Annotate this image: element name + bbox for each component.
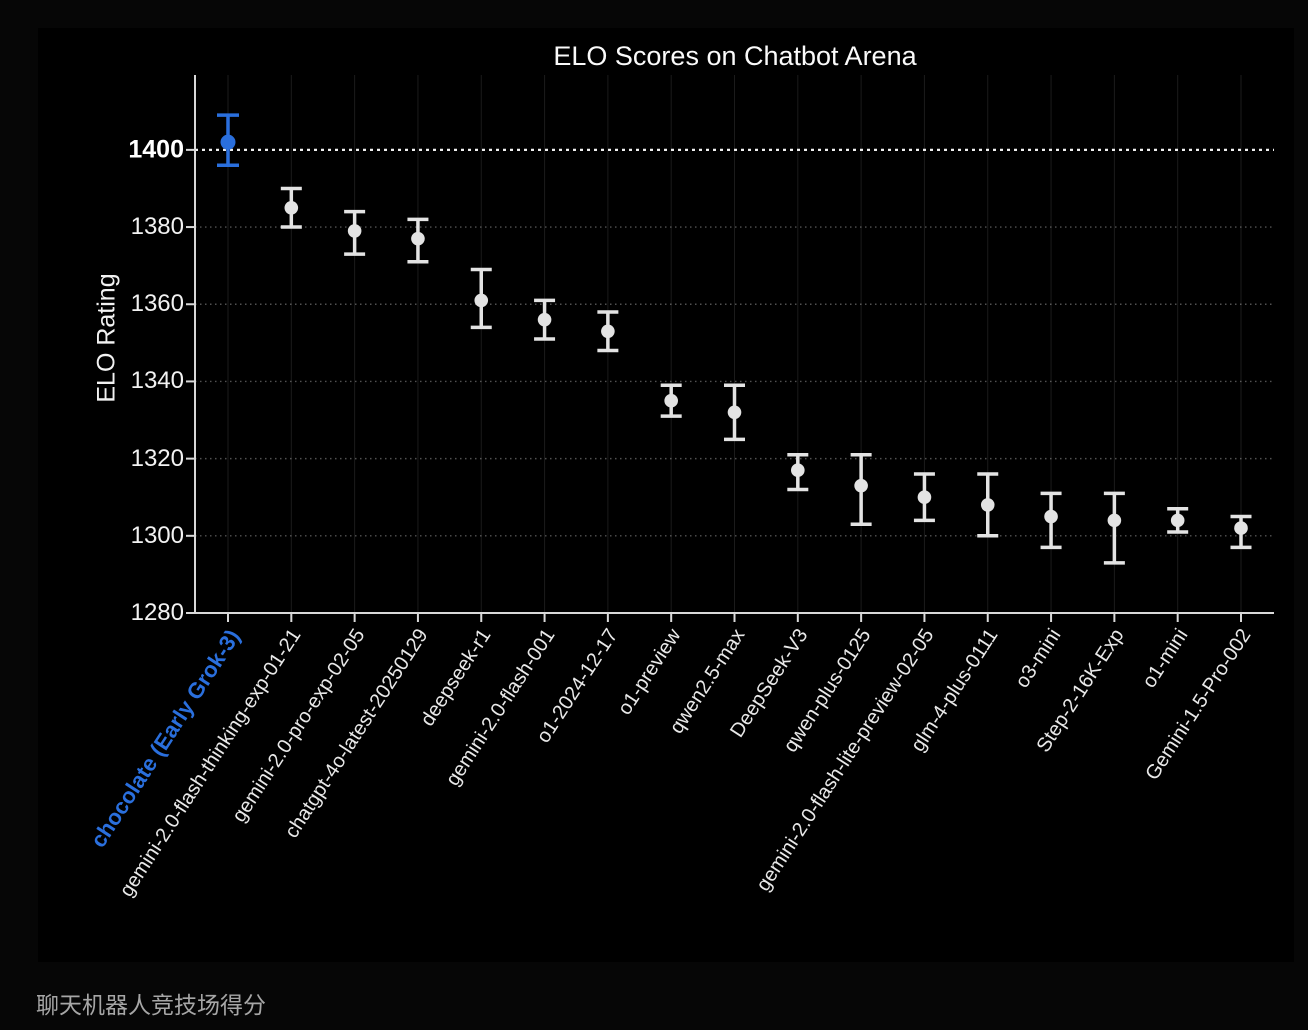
data-point-marker	[411, 231, 425, 246]
data-point-marker	[1234, 521, 1248, 535]
y-tick-label: 1300	[130, 521, 184, 549]
data-point-marker	[727, 405, 742, 420]
data-point-marker	[1044, 509, 1058, 524]
data-point-marker	[1107, 513, 1122, 528]
caption-text: 聊天机器人竞技场得分	[36, 992, 266, 1018]
y-tick-label: 1360	[130, 290, 184, 318]
data-point-marker	[220, 134, 236, 150]
data-point-marker	[854, 478, 868, 493]
data-point-marker	[537, 312, 552, 327]
figure-background	[38, 28, 1294, 962]
chart-title: ELO Scores on Chatbot Arena	[553, 41, 917, 71]
data-point-marker	[664, 393, 678, 408]
data-point-marker	[347, 224, 362, 238]
y-tick-label: 1320	[130, 444, 184, 472]
y-tick-label: 1340	[130, 367, 184, 395]
data-point-marker	[601, 324, 615, 339]
y-tick-label: 1380	[130, 213, 184, 241]
data-point-marker	[1170, 513, 1185, 528]
y-tick-label: 1280	[130, 599, 184, 626]
data-point-marker	[284, 200, 299, 215]
data-point-marker	[980, 498, 995, 512]
data-point-marker	[917, 490, 932, 505]
data-point-marker	[474, 293, 489, 308]
data-point-marker	[791, 463, 805, 478]
y-tick-label: 1400	[128, 135, 184, 164]
